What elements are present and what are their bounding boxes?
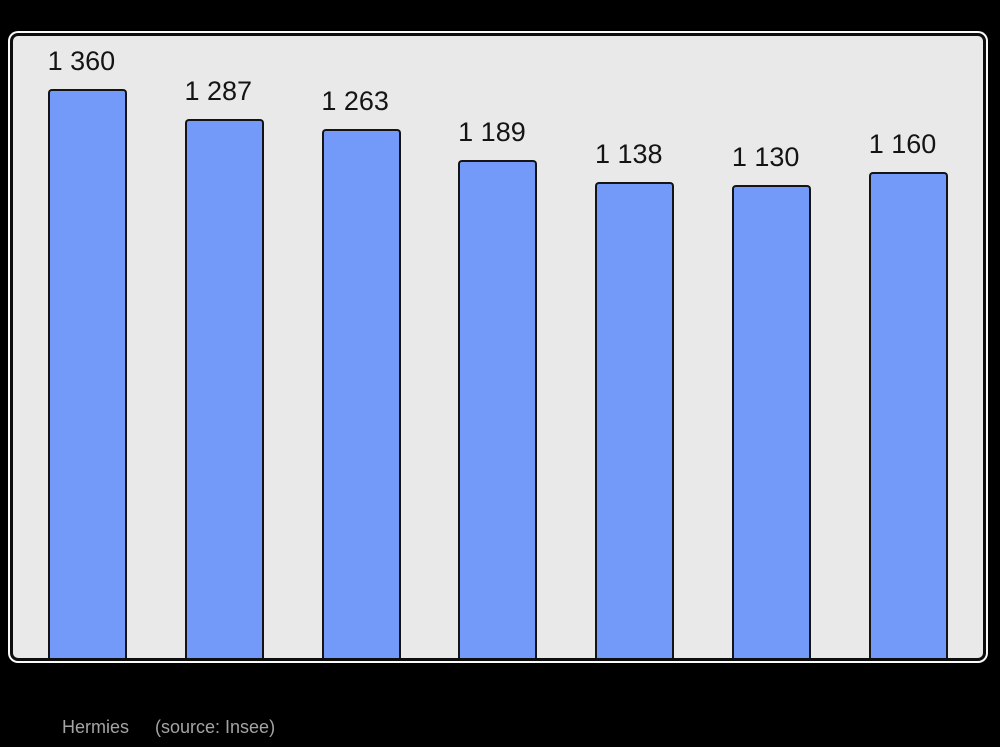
- bar: [47, 88, 127, 658]
- bar-value-label: 1 138: [595, 138, 663, 169]
- bar-column: 1 138: [595, 36, 675, 658]
- chart-caption: Hermies (source: Insee): [62, 716, 275, 738]
- bars-container: 1 360 1 287 1 263 1 189 1 138 1 130: [13, 36, 983, 658]
- bar: [321, 129, 401, 658]
- bar-value-label: 1 287: [184, 76, 253, 107]
- caption-source: (source: Insee): [155, 717, 276, 737]
- bar: [184, 119, 264, 658]
- bar: [732, 185, 812, 658]
- caption-commune: Hermies: [62, 717, 130, 737]
- bar-value-label: 1 360: [47, 45, 116, 76]
- bar-column: 1 189: [458, 36, 538, 658]
- bar-column: 1 130: [731, 36, 812, 658]
- bar-value-label: 1 130: [731, 142, 800, 173]
- bar-value-label: 1 160: [868, 129, 937, 160]
- bar-column: 1 360: [48, 36, 127, 658]
- bar-value-label: 1 263: [321, 86, 389, 117]
- bar-value-label: 1 189: [458, 117, 526, 148]
- bar-column: 1 287: [184, 36, 264, 658]
- bar-column: 1 263: [321, 36, 401, 658]
- bar-column: 1 160: [869, 36, 948, 658]
- bar: [458, 160, 538, 658]
- bar: [868, 172, 948, 658]
- plot-panel: 1 360 1 287 1 263 1 189 1 138 1 130: [10, 33, 986, 661]
- bar: [595, 181, 675, 658]
